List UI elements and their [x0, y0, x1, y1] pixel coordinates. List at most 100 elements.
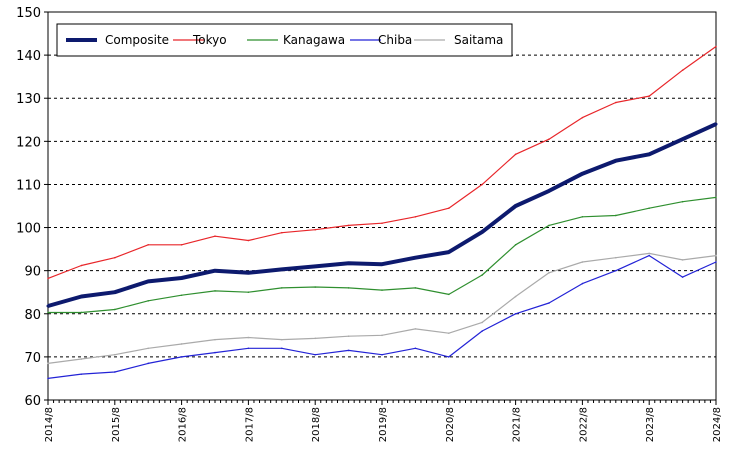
data-point-kanagawa	[347, 287, 350, 289]
data-point-saitama	[548, 272, 550, 274]
data-point-saitama	[80, 358, 83, 360]
data-point-saitama	[147, 347, 149, 350]
data-point-composite	[514, 204, 518, 208]
data-point-kanagawa	[615, 214, 617, 217]
data-point-composite	[480, 230, 484, 234]
data-point-saitama	[648, 252, 650, 255]
data-point-tokyo	[314, 228, 317, 231]
data-point-kanagawa	[648, 207, 650, 209]
x-tick-label: 2019/8	[378, 407, 389, 442]
legend: Composite Tokyo Kanagawa Chiba Saitama	[56, 23, 513, 57]
data-point-composite	[113, 290, 117, 294]
data-point-kanagawa	[581, 215, 584, 218]
data-point-kanagawa	[548, 224, 550, 227]
data-point-kanagawa	[80, 311, 83, 314]
data-point-kanagawa	[114, 308, 116, 311]
data-point-chiba	[281, 347, 283, 350]
data-point-kanagawa	[414, 287, 417, 289]
data-point-tokyo	[448, 207, 450, 209]
data-point-kanagawa	[448, 293, 450, 296]
data-point-composite	[580, 172, 584, 176]
data-point-chiba	[581, 282, 584, 285]
data-point-tokyo	[281, 231, 283, 234]
data-point-tokyo	[715, 45, 717, 48]
data-point-kanagawa	[214, 290, 216, 292]
data-point-tokyo	[347, 224, 350, 227]
data-point-kanagawa	[247, 291, 250, 294]
data-point-composite	[213, 269, 217, 273]
legend-label-composite: Composite	[105, 33, 169, 47]
data-point-composite	[614, 159, 618, 163]
data-point-tokyo	[180, 244, 183, 246]
legend-label-tokyo: Tokyo	[192, 33, 227, 47]
data-point-kanagawa	[381, 289, 383, 291]
data-point-saitama	[314, 337, 317, 340]
data-point-chiba	[514, 312, 517, 315]
data-point-chiba	[314, 353, 317, 356]
data-point-composite	[246, 271, 250, 275]
data-point-composite	[46, 304, 50, 308]
x-tick-label: 2023/8	[645, 407, 656, 442]
data-point-chiba	[615, 269, 617, 272]
data-point-composite	[647, 152, 651, 156]
data-point-tokyo	[147, 244, 149, 246]
data-point-saitama	[615, 256, 617, 259]
x-tick-label: 2020/8	[445, 407, 456, 442]
data-point-chiba	[448, 356, 450, 358]
data-point-tokyo	[247, 239, 250, 242]
data-point-kanagawa	[514, 244, 517, 246]
y-tick-label: 80	[24, 308, 41, 323]
data-point-tokyo	[114, 256, 116, 259]
data-point-chiba	[247, 347, 250, 350]
data-point-tokyo	[681, 69, 684, 71]
data-point-composite	[280, 267, 284, 271]
data-point-tokyo	[214, 235, 216, 237]
data-point-tokyo	[581, 116, 584, 119]
legend-label-kanagawa: Kanagawa	[283, 33, 345, 47]
data-point-chiba	[147, 362, 149, 365]
data-point-composite	[547, 189, 551, 193]
data-point-saitama	[481, 321, 484, 324]
data-point-tokyo	[514, 153, 517, 156]
x-axis: 2014/8 2015/8 2016/8 2017/8 2018/8 2019/8 2020…	[44, 400, 723, 442]
data-point-chiba	[47, 377, 49, 380]
data-point-saitama	[715, 254, 717, 257]
data-point-saitama	[681, 259, 684, 261]
data-point-composite	[146, 279, 150, 283]
data-point-kanagawa	[681, 200, 684, 203]
data-point-kanagawa	[147, 300, 149, 302]
x-tick-label: 2024/8	[712, 407, 723, 442]
data-point-chiba	[347, 349, 350, 352]
x-tick-label: 2021/8	[512, 407, 523, 442]
x-tick-label: 2015/8	[111, 407, 122, 442]
y-tick-label: 140	[16, 49, 41, 64]
data-point-chiba	[481, 330, 484, 332]
data-point-saitama	[448, 332, 450, 334]
y-axis: 60 70 80 90 100 110 120 130 140 150	[16, 6, 48, 409]
y-tick-label: 60	[24, 394, 41, 409]
data-point-composite	[681, 137, 685, 141]
data-point-chiba	[681, 276, 684, 278]
x-tick-label: 2017/8	[244, 407, 255, 442]
data-point-chiba	[381, 353, 383, 356]
data-point-saitama	[347, 335, 350, 337]
x-tick-label: 2022/8	[578, 407, 589, 442]
data-point-tokyo	[414, 215, 417, 218]
legend-label-chiba: Chiba	[378, 33, 412, 47]
data-point-tokyo	[47, 277, 49, 280]
y-tick-label: 110	[16, 178, 41, 193]
data-point-composite	[313, 264, 317, 268]
x-tick-label: 2016/8	[178, 407, 189, 442]
y-tick-label: 130	[16, 92, 41, 107]
data-point-composite	[79, 295, 83, 299]
data-point-tokyo	[381, 222, 383, 225]
data-point-chiba	[214, 351, 216, 354]
x-tick-label: 2018/8	[311, 407, 322, 442]
y-tick-label: 150	[16, 6, 41, 21]
data-point-tokyo	[648, 95, 650, 97]
data-point-chiba	[114, 371, 116, 373]
y-tick-label: 100	[16, 222, 41, 237]
y-tick-label: 120	[16, 135, 41, 150]
y-tick-label: 90	[24, 265, 41, 280]
